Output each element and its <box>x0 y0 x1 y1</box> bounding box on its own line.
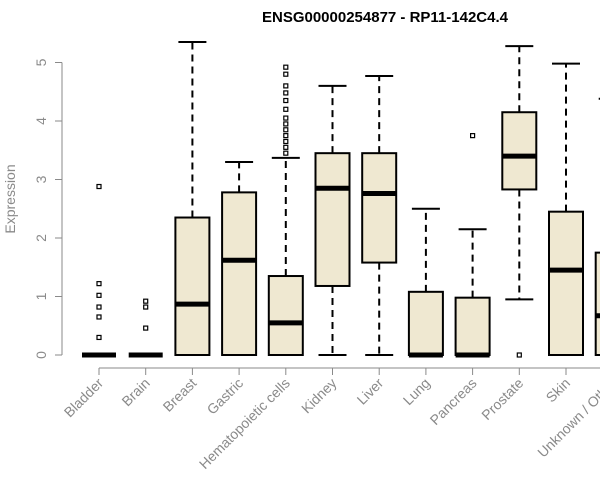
x-tick-label: Lung <box>400 375 433 408</box>
x-tick-label: Gastric <box>204 375 247 418</box>
y-axis-label: Expression <box>2 164 18 233</box>
outlier-point <box>283 144 289 150</box>
y-tick-label: 1 <box>33 292 49 300</box>
outlier-point <box>283 97 289 104</box>
x-tick-label: Bladder <box>61 375 107 421</box>
outlier-point <box>516 352 522 358</box>
x-tick-label: Liver <box>354 375 387 408</box>
y-tick-label: 3 <box>33 175 49 183</box>
box-iqr <box>267 275 304 356</box>
outlier-point <box>283 150 289 156</box>
y-tick-label: 0 <box>33 351 49 359</box>
outlier-point <box>143 304 149 310</box>
box-group <box>221 160 258 356</box>
box-group <box>454 133 491 358</box>
box-group <box>548 62 584 356</box>
outlier-point <box>143 298 149 304</box>
box-group <box>314 84 351 356</box>
outlier-point <box>283 138 289 145</box>
outlier-point <box>283 115 289 121</box>
box-group <box>501 45 538 358</box>
outlier-point <box>96 304 102 310</box>
y-axis: 0 1 2 3 4 5 <box>33 58 63 359</box>
outlier-point <box>283 71 289 77</box>
outlier-point <box>283 133 289 139</box>
outlier-point <box>283 127 289 133</box>
x-tick-label: Pancreas <box>427 375 480 428</box>
box-iqr <box>361 152 398 264</box>
box-iqr <box>594 251 600 356</box>
box-group <box>361 74 398 356</box>
outlier-point <box>96 314 102 320</box>
y-tick-label: 5 <box>33 58 49 66</box>
box-iqr <box>501 111 538 191</box>
chart-title: ENSG00000254877 - RP11-142C4.4 <box>262 9 509 26</box>
box-group <box>407 207 444 358</box>
outlier-point <box>283 106 289 112</box>
box-iqr <box>454 296 491 357</box>
outlier-point <box>143 325 149 331</box>
box-iqr <box>407 290 444 357</box>
box-iqr <box>548 210 584 356</box>
y-tick-label: 4 <box>33 117 49 125</box>
boxes-layer <box>82 41 600 358</box>
outlier-point <box>283 64 289 70</box>
box-iqr <box>221 191 258 356</box>
box-group <box>174 41 211 356</box>
outlier-point <box>283 121 289 127</box>
outlier-point <box>470 133 476 139</box>
x-tick-label: Skin <box>543 375 574 406</box>
box-iqr <box>314 152 351 287</box>
outlier-point <box>283 83 289 89</box>
x-tick-label: Brain <box>118 375 152 409</box>
x-tick-label: Kidney <box>298 375 340 417</box>
outlier-point <box>96 183 102 190</box>
box-iqr <box>174 216 211 356</box>
outlier-point <box>283 90 289 96</box>
x-tick-label: Breast <box>160 375 200 415</box>
outlier-point <box>96 292 102 298</box>
box-group <box>594 97 600 356</box>
x-tick-label: Prostate <box>478 375 526 423</box>
x-tick-label: Hematopoietic cells <box>196 375 293 472</box>
outlier-point <box>96 334 102 341</box>
box-group <box>82 183 116 358</box>
box-group <box>267 64 304 356</box>
outlier-point <box>96 281 102 287</box>
y-tick-label: 2 <box>33 234 49 242</box>
box-group <box>128 298 163 358</box>
